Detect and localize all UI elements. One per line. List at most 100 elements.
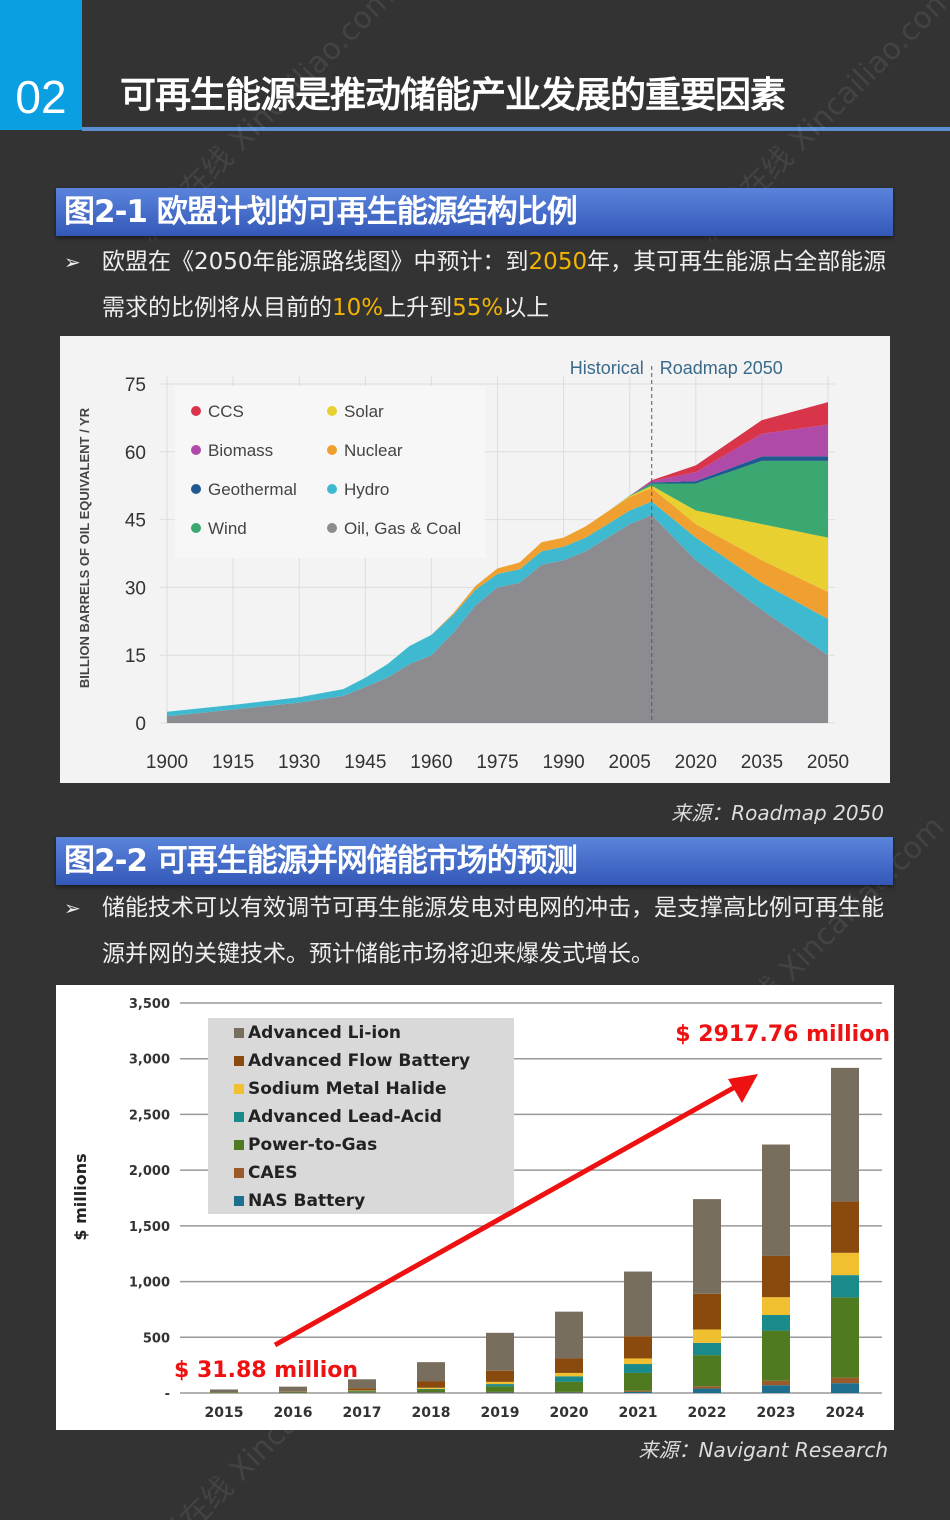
area-wind xyxy=(167,460,828,712)
bar-segment-advanced-li-ion xyxy=(417,1362,445,1382)
bar-segment-advanced-li-ion xyxy=(624,1271,652,1337)
x-tick-label: 1915 xyxy=(212,752,254,773)
y-tick-label: 0 xyxy=(135,714,146,735)
legend-marker xyxy=(234,1140,244,1150)
y-tick-label: 60 xyxy=(125,443,146,464)
x-tick-label: 2020 xyxy=(550,1405,589,1421)
x-tick-label: 2019 xyxy=(481,1405,520,1421)
x-tick-label: 2022 xyxy=(688,1405,727,1421)
bar-segment-power-to-gas xyxy=(417,1389,445,1393)
section-title-2: 图2-2 可再生能源并网储能市场的预测 xyxy=(56,837,893,885)
bar-segment-advanced-lead-acid xyxy=(762,1315,790,1331)
x-tick-label: 2017 xyxy=(343,1405,382,1421)
energy-mix-area-chart: 0 15 30 45 60 75 1900 1915 1930 1945 1960 1975 1990 2… xyxy=(60,336,890,783)
y-tick-label: 15 xyxy=(125,646,146,667)
bar-segment-nas-battery xyxy=(762,1385,790,1393)
bar-segment-advanced-li-ion xyxy=(210,1389,238,1392)
y-tick-label: 30 xyxy=(125,578,146,599)
bar-segment-advanced-lead-acid xyxy=(555,1376,583,1382)
bar-segment-power-to-gas xyxy=(279,1391,307,1393)
legend-label: Nuclear xyxy=(344,441,403,460)
legend-label: Biomass xyxy=(208,441,273,460)
bar-segment-advanced-li-ion xyxy=(831,1067,859,1202)
bar-segment-nas-battery xyxy=(624,1391,652,1393)
x-tick-label: 1975 xyxy=(476,752,518,773)
legend-marker xyxy=(327,445,337,455)
x-tick-label: 2024 xyxy=(826,1405,865,1421)
source-note-2: 来源：Navigant Research xyxy=(638,1438,888,1462)
bar-segment-caes xyxy=(486,1391,514,1393)
bar-segment-advanced-flow-battery xyxy=(486,1370,514,1382)
bar-segment-nas-battery xyxy=(486,1392,514,1393)
y-tick-label: 2,000 xyxy=(129,1164,170,1179)
x-tick-label: 2005 xyxy=(609,752,651,773)
legend-marker xyxy=(234,1084,244,1094)
source-note-1: 来源：Roadmap 2050 xyxy=(671,801,884,825)
bar-segment-advanced-li-ion xyxy=(486,1332,514,1371)
y-axis-label: BILLION BARRELS OF OIL EQUIVALENT / YR xyxy=(77,407,92,688)
bar-segment-advanced-li-ion xyxy=(555,1311,583,1359)
bar-segment-advanced-lead-acid xyxy=(624,1364,652,1373)
bar-segment-advanced-flow-battery xyxy=(417,1381,445,1388)
bar-segment-advanced-lead-acid xyxy=(693,1342,721,1356)
bar-segment-nas-battery xyxy=(555,1392,583,1393)
legend-label: Advanced Flow Battery xyxy=(248,1051,470,1071)
bullet-text-2: 储能技术可以有效调节可再生能源发电对电网的冲击，是支撑高比例可再生能源并网的关键… xyxy=(102,895,884,967)
end-value-label: $ 2917.76 million xyxy=(675,1022,890,1047)
legend-label: NAS Battery xyxy=(248,1191,365,1211)
y-axis-label: $ millions xyxy=(71,1153,90,1240)
legend-marker xyxy=(191,445,201,455)
bar-segment-caes xyxy=(624,1390,652,1392)
bar-segment-nas-battery xyxy=(693,1388,721,1393)
y-tick-label: 2,500 xyxy=(129,1108,170,1123)
x-tick-label: 2035 xyxy=(741,752,783,773)
section-number: 02 xyxy=(0,0,82,130)
legend-box xyxy=(208,1018,514,1214)
bar-segment-advanced-li-ion xyxy=(348,1379,376,1389)
bar-segment-sodium-metal-halide xyxy=(831,1252,859,1276)
legend-label: Oil, Gas & Coal xyxy=(344,519,461,538)
growth-arrow-head xyxy=(728,1074,758,1103)
legend-label: Advanced Lead-Acid xyxy=(248,1107,442,1127)
bar-segment-advanced-flow-battery xyxy=(831,1201,859,1253)
bar-segment-caes xyxy=(555,1391,583,1393)
legend-label: Advanced Li-ion xyxy=(248,1023,401,1043)
x-tick-label: 2050 xyxy=(807,752,849,773)
legend-marker xyxy=(234,1196,244,1206)
roadmap-label: Roadmap 2050 xyxy=(660,358,783,378)
legend-marker xyxy=(191,406,201,416)
legend-label: Geothermal xyxy=(208,480,297,499)
bar-segment-power-to-gas xyxy=(762,1330,790,1381)
bar-segment-sodium-metal-halide xyxy=(555,1372,583,1377)
bullet-arrow-icon: ➢ xyxy=(64,896,81,920)
x-tick-label: 1960 xyxy=(410,752,452,773)
bar-segment-power-to-gas xyxy=(555,1381,583,1392)
legend-label: Power-to-Gas xyxy=(248,1135,377,1155)
legend-marker xyxy=(191,523,201,533)
bar-segment-advanced-lead-acid xyxy=(831,1275,859,1298)
growth-arrow xyxy=(273,1079,746,1348)
y-tick-label: 3,000 xyxy=(129,1053,170,1068)
bar-segment-caes xyxy=(693,1386,721,1389)
bar-segment-power-to-gas xyxy=(831,1297,859,1378)
bar-segment-advanced-flow-battery xyxy=(279,1391,307,1392)
legend-label: CAES xyxy=(248,1163,298,1183)
legend-marker xyxy=(234,1112,244,1122)
y-tick-label: 75 xyxy=(125,375,146,396)
legend-marker xyxy=(234,1056,244,1066)
bar-segment-advanced-flow-battery xyxy=(624,1336,652,1359)
area-biomass xyxy=(167,424,828,712)
y-tick-label: 3,500 xyxy=(129,997,170,1012)
storage-market-bar-chart: - 500 1,000 1,500 2,000 2,500 3,000 3,500 $ mill… xyxy=(56,985,894,1430)
legend-label: Solar xyxy=(344,402,384,421)
bar-segment-advanced-flow-battery xyxy=(693,1293,721,1330)
bar-segment-caes xyxy=(831,1377,859,1384)
bar-segment-advanced-lead-acid xyxy=(486,1384,514,1387)
legend-label: Hydro xyxy=(344,480,389,499)
legend-marker xyxy=(234,1028,244,1038)
bar-segment-advanced-li-ion xyxy=(279,1386,307,1392)
bar-segment-advanced-lead-acid xyxy=(417,1388,445,1390)
y-tick-label: 45 xyxy=(125,511,146,532)
x-tick-label: 2015 xyxy=(205,1405,244,1421)
